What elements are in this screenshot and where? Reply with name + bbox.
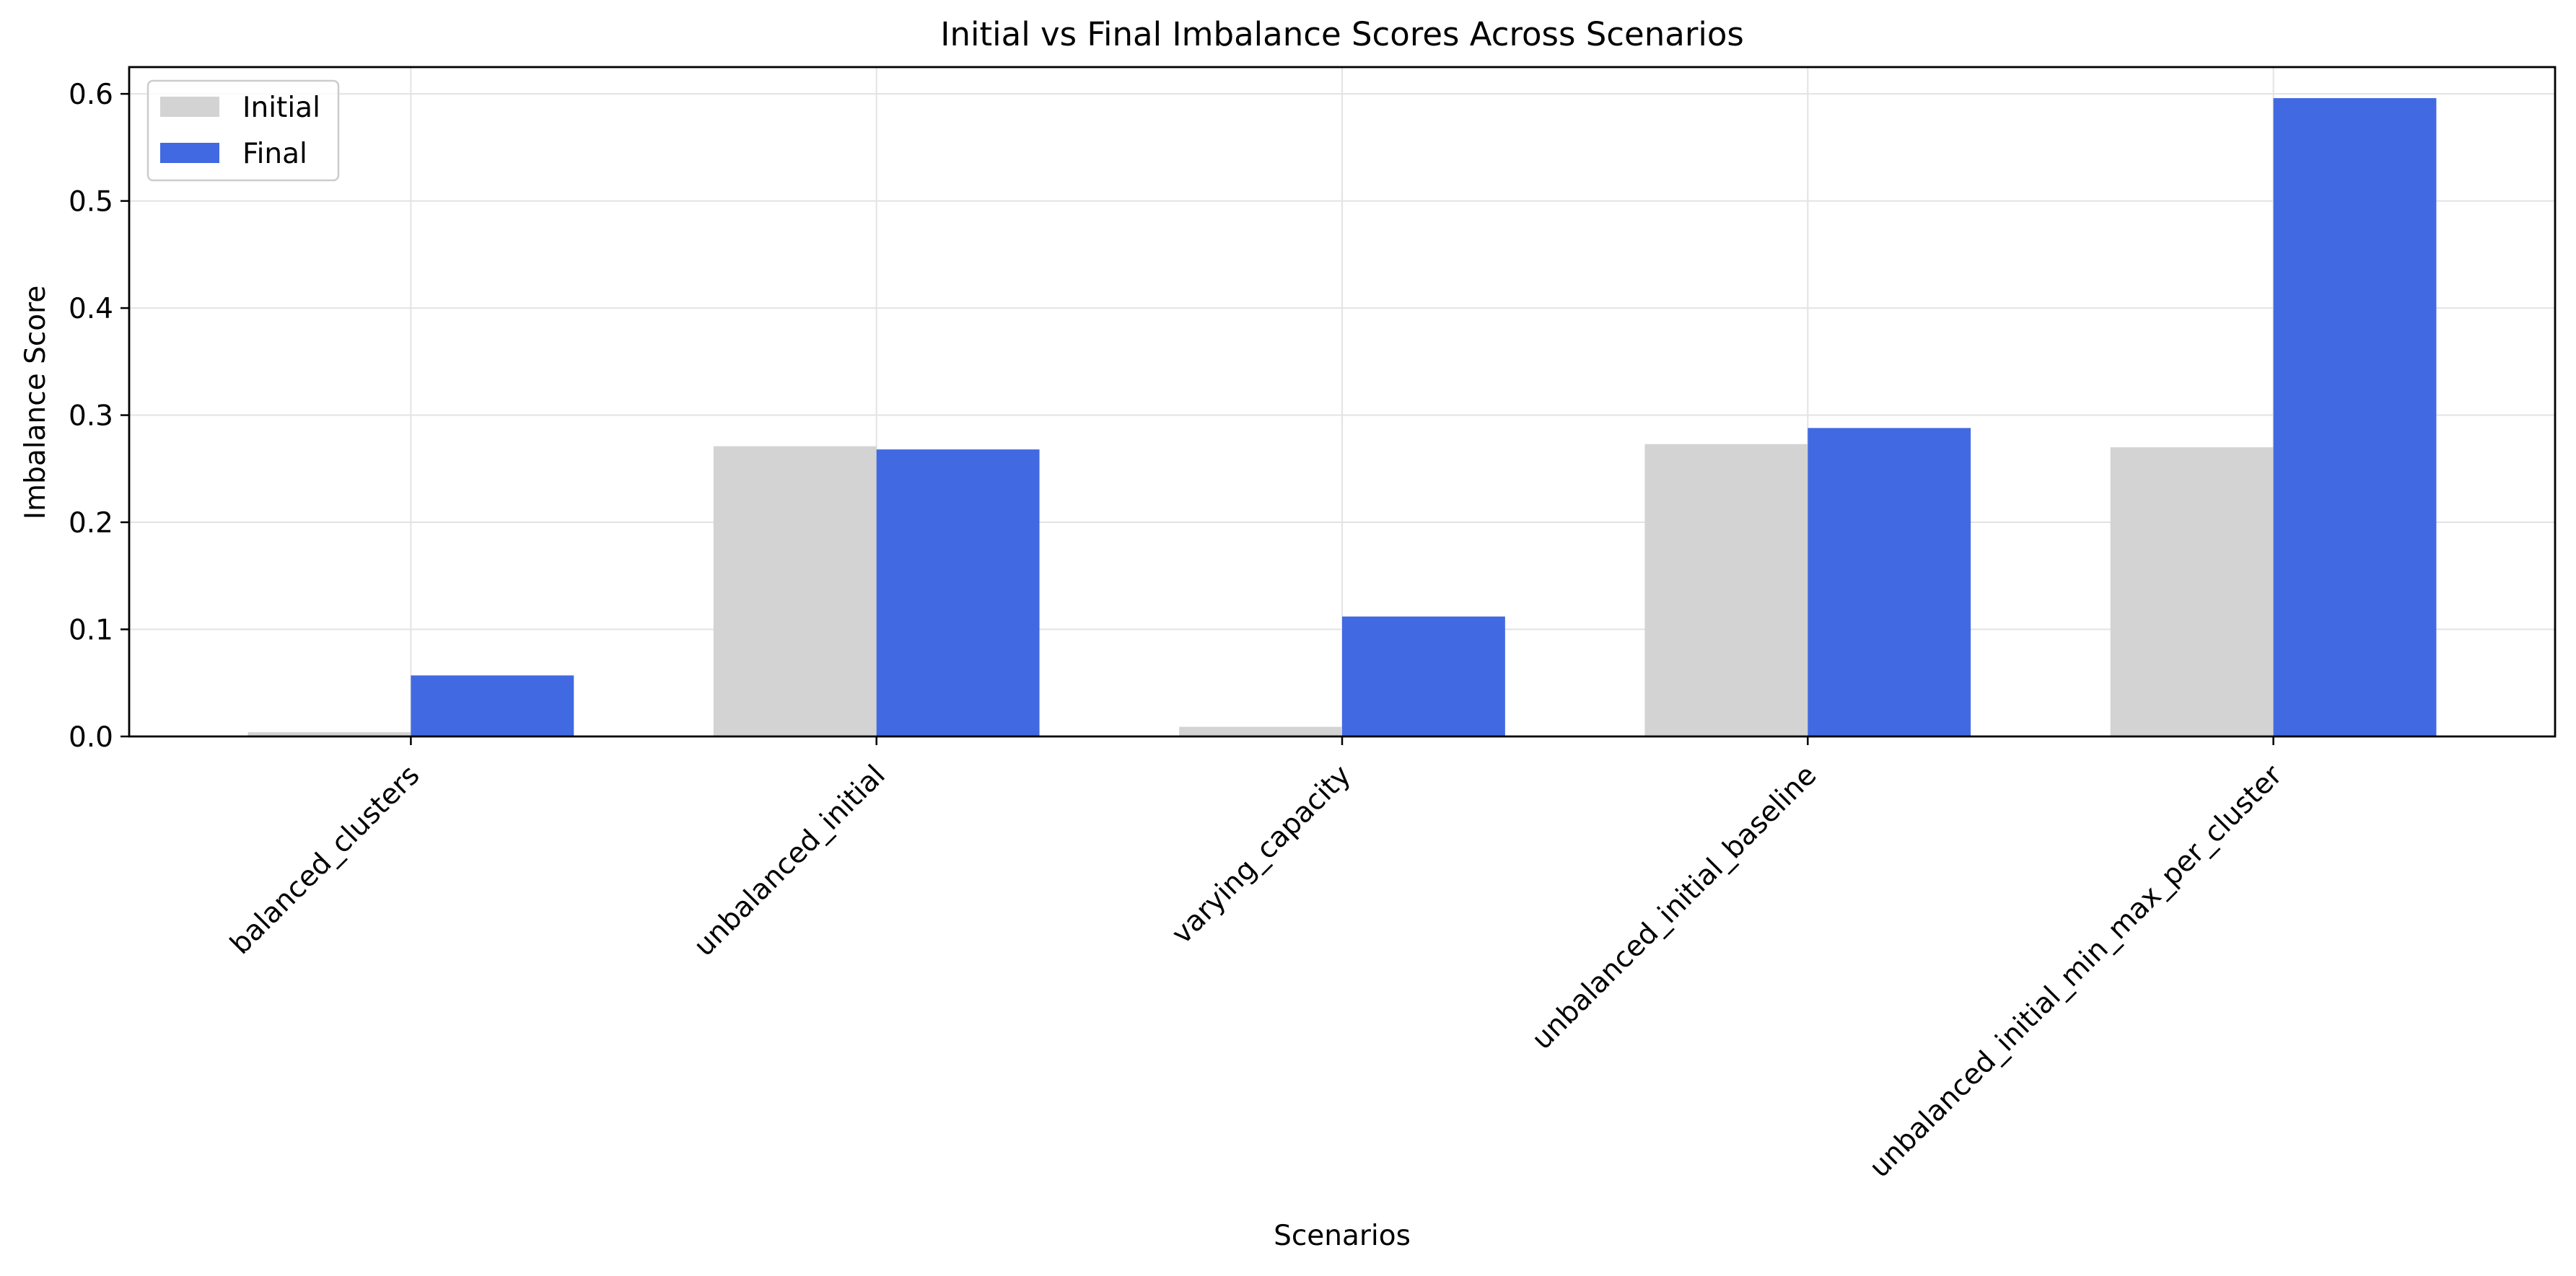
y-tick-label: 0.4: [69, 293, 113, 325]
y-tick-label: 0.2: [69, 507, 113, 540]
legend-label-initial: Initial: [242, 92, 320, 124]
x-axis-label: Scenarios: [1274, 1220, 1411, 1252]
bar-initial-balanced_clusters: [247, 732, 411, 736]
bar-final-varying_capacity: [1342, 616, 1505, 736]
legend-label-final: Final: [242, 138, 307, 170]
legend-swatch-final: [160, 143, 219, 163]
y-tick-label: 0.5: [69, 186, 113, 219]
bar-final-unbalanced_initial: [876, 449, 1040, 736]
bar-final-unbalanced_initial_baseline: [1808, 428, 1971, 736]
chart-title: Initial vs Final Imbalance Scores Across…: [940, 15, 1744, 53]
y-tick-label: 0.6: [69, 79, 113, 111]
bars: [247, 98, 2437, 736]
legend: Initial Final: [146, 79, 340, 182]
y-axis-label: Imbalance Score: [19, 286, 52, 520]
y-tick-label: 0.1: [69, 615, 113, 647]
bar-final-balanced_clusters: [411, 675, 574, 736]
bar-initial-unbalanced_initial_min_max_per_cluster: [2110, 447, 2274, 736]
bar-initial-unbalanced_initial_baseline: [1644, 444, 1808, 736]
bar-final-unbalanced_initial_min_max_per_cluster: [2273, 98, 2437, 736]
y-axis-ticks: 0.0 0.1 0.2 0.3 0.4 0.5 0.6: [69, 79, 129, 754]
legend-swatch-initial: [160, 97, 219, 117]
y-tick-label: 0.3: [69, 400, 113, 433]
bar-initial-unbalanced_initial: [713, 446, 877, 736]
bar-initial-varying_capacity: [1179, 726, 1342, 736]
y-tick-label: 0.0: [69, 721, 113, 754]
